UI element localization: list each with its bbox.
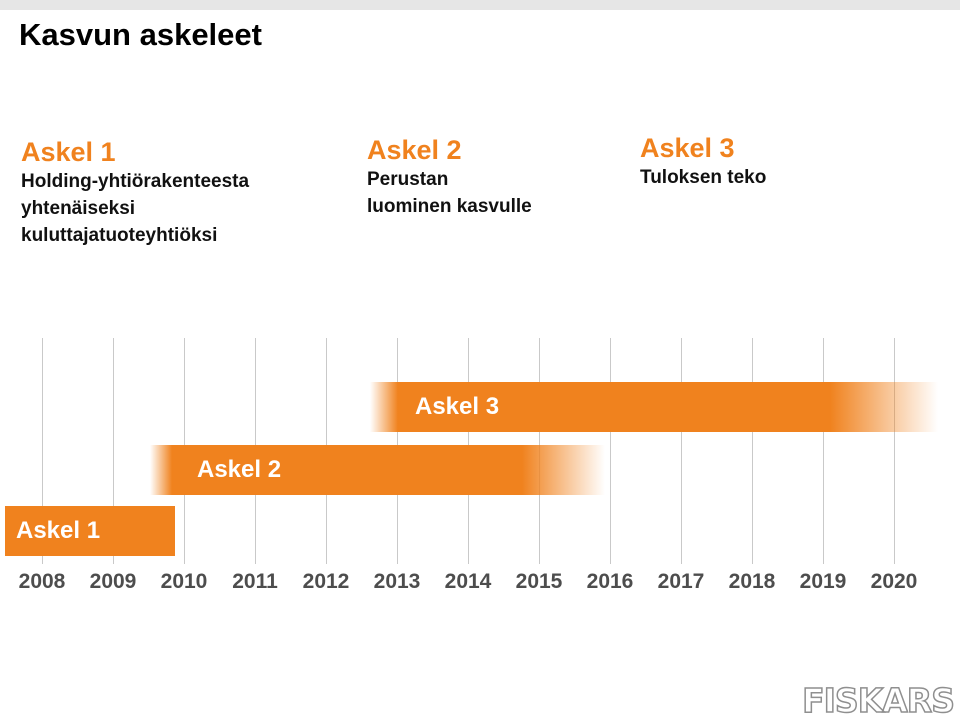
year-label: 2008 xyxy=(18,570,66,593)
year-label: 2014 xyxy=(444,570,492,593)
year-label: 2012 xyxy=(302,570,350,593)
timeline-bar-askel-3: Askel 3 xyxy=(370,382,938,432)
timeline: Askel 3 Askel 2 Askel 1 2008 2009 2010 2011… xyxy=(0,330,960,620)
year-label: 2013 xyxy=(373,570,421,593)
page-title: Kasvun askeleet xyxy=(19,17,262,52)
year-label: 2016 xyxy=(586,570,634,593)
year-label: 2009 xyxy=(89,570,137,593)
timeline-bar-askel-2: Askel 2 xyxy=(150,445,605,495)
step-3-block: Askel 3 Tuloksen teko xyxy=(640,132,766,191)
step-3-heading: Askel 3 xyxy=(640,133,735,163)
step-1-heading: Askel 1 xyxy=(21,137,116,167)
step-3-description: Tuloksen teko xyxy=(640,167,767,188)
year-label: 2020 xyxy=(870,570,918,593)
year-label: 2019 xyxy=(799,570,847,593)
step-2-block: Askel 2 Perustan luominen kasvulle xyxy=(367,134,532,220)
gridline xyxy=(752,338,753,564)
gridline xyxy=(894,338,895,564)
year-axis: 2008 2009 2010 2011 2012 2013 2014 2015 2016 2017… xyxy=(0,570,960,600)
gridline xyxy=(681,338,682,564)
year-label: 2015 xyxy=(515,570,563,593)
step-2-heading: Askel 2 xyxy=(367,135,462,165)
step-1-block: Askel 1 Holding-yhtiörakenteesta yhtenäi… xyxy=(21,136,249,249)
year-label: 2010 xyxy=(160,570,208,593)
year-label: 2017 xyxy=(657,570,705,593)
gridline xyxy=(42,338,43,564)
step-2-description: Perustan luominen kasvulle xyxy=(367,169,532,217)
fiskars-logo: FISKARS xyxy=(801,680,955,720)
bar-2-label: Askel 2 xyxy=(197,456,282,483)
top-rule xyxy=(0,0,960,10)
bar-1-label: Askel 1 xyxy=(16,517,101,544)
step-1-description: Holding-yhtiörakenteesta yhtenäiseksi ku… xyxy=(21,171,250,246)
year-label: 2018 xyxy=(728,570,776,593)
gridline xyxy=(113,338,114,564)
year-label: 2011 xyxy=(232,570,278,593)
bar-3-label: Askel 3 xyxy=(415,393,500,420)
gridline xyxy=(823,338,824,564)
timeline-bar-askel-1: Askel 1 xyxy=(5,506,175,556)
gridline xyxy=(610,338,611,564)
